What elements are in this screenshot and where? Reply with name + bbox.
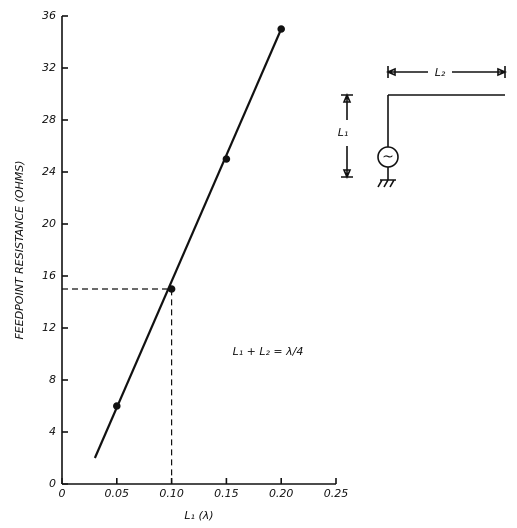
y-tick-label: 36 <box>42 9 56 22</box>
data-point <box>113 402 121 410</box>
data-point <box>167 285 176 293</box>
annotation: L₁ + L₂ = λ/4 <box>233 345 304 358</box>
inset-diagram: L₂ L₁ ~ <box>338 66 508 188</box>
y-tick-label: 8 <box>49 373 56 386</box>
y-tick-label: 20 <box>42 217 56 230</box>
x-tick-label: 0.20 <box>269 487 294 500</box>
ground <box>377 179 396 188</box>
y-tick-label: 32 <box>42 61 56 74</box>
y-tick-label: 4 <box>49 425 56 438</box>
x-tick-label: 0.05 <box>105 487 130 500</box>
inset-label: L₁ <box>338 126 349 139</box>
x-tick-label: 0.10 <box>159 487 184 500</box>
l2-dimension <box>385 66 508 78</box>
x-tick-label: 0.15 <box>214 487 239 500</box>
y-tick-label: 12 <box>42 321 56 334</box>
y-tick-label: 0 <box>49 477 56 490</box>
fit-line <box>93 28 283 459</box>
data-point <box>277 25 286 33</box>
x-tick-label: 0 <box>59 487 66 500</box>
inset-label: L₂ <box>435 66 446 79</box>
l1-dimension <box>341 92 353 180</box>
inset-label: ~ <box>382 149 394 165</box>
x-tick-label: 0.25 <box>324 487 349 500</box>
x-axis-label: L₁ (λ) <box>184 509 213 522</box>
y-axis-label: FEEDPOINT RESISTANCE (OHMS) <box>13 160 26 339</box>
y-tick-label: 28 <box>42 113 56 126</box>
y-tick-label: 16 <box>42 269 56 282</box>
data-point <box>222 155 231 163</box>
y-tick-label: 24 <box>42 165 56 178</box>
